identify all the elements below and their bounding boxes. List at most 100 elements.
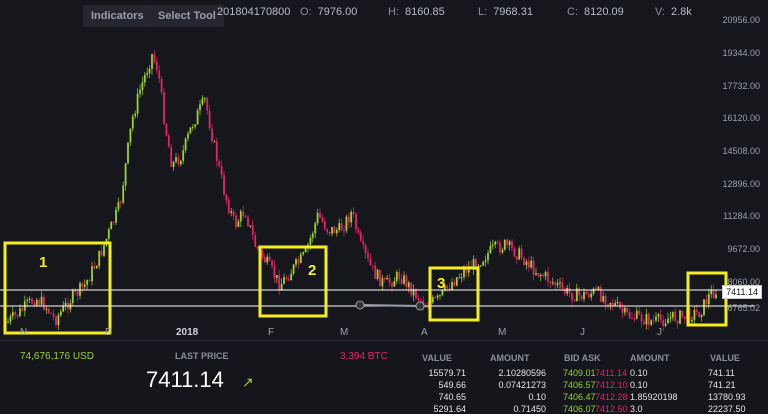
order-book-cell: 0.10 <box>528 392 546 402</box>
candle-body <box>290 273 293 281</box>
candle-body <box>518 248 521 260</box>
header-value: VALUE <box>710 353 740 363</box>
candle-body <box>640 314 643 322</box>
candle-body <box>165 124 168 136</box>
candle-body <box>431 297 434 303</box>
candle-body <box>513 247 516 257</box>
price-chart[interactable] <box>0 0 768 338</box>
candle-body <box>412 289 415 296</box>
candle-body <box>559 282 561 284</box>
candle-body <box>278 275 281 291</box>
candle-body <box>352 211 355 214</box>
indicators-button[interactable]: Indicators <box>83 5 152 27</box>
candle-body <box>683 316 686 319</box>
order-book-cell: 22237.50 <box>708 404 746 414</box>
y-axis-label: 8060.00 <box>727 277 760 287</box>
candle-body <box>115 209 117 223</box>
candle-body <box>633 318 636 320</box>
candle-body <box>347 216 350 223</box>
candle-body <box>45 308 48 310</box>
current-price-tag: 7411.14 <box>722 285 762 299</box>
candle-body <box>326 229 329 232</box>
candle-body <box>28 298 31 300</box>
candle-body <box>31 298 33 304</box>
candle-body <box>208 110 211 129</box>
candle-body <box>350 211 353 223</box>
candle-body <box>95 266 98 269</box>
highlight-boxes <box>3 241 728 335</box>
candle-body <box>395 271 398 282</box>
trendline <box>359 304 421 307</box>
candle-body <box>602 296 605 302</box>
candle-body <box>249 225 252 227</box>
candle-body <box>607 304 609 306</box>
candle-body <box>91 266 93 282</box>
candle-body <box>561 282 564 289</box>
order-book-cell: 7406.47 <box>563 392 596 402</box>
candle-body <box>487 253 489 261</box>
candle-body <box>33 303 36 306</box>
candle-body <box>571 292 573 300</box>
candle-body <box>532 260 535 275</box>
candle-body <box>201 98 204 105</box>
order-book-cell: 0.71450 <box>513 404 546 414</box>
candle-body <box>220 165 223 175</box>
candle-body <box>119 202 122 204</box>
candle-body <box>79 283 81 296</box>
x-axis-label: 2018 <box>176 327 199 338</box>
candle-body <box>136 93 139 114</box>
candle-body <box>338 223 341 230</box>
candle-body <box>71 290 74 304</box>
candle-body <box>458 277 461 279</box>
candle-body <box>285 277 288 279</box>
candle-body <box>271 260 273 266</box>
candle-body <box>14 312 17 315</box>
x-axis-label: J <box>657 327 662 338</box>
candle-body <box>496 241 499 243</box>
candle-body <box>434 297 437 299</box>
ohlc-high: H: 8160.85 <box>388 6 445 18</box>
candle-body <box>187 133 189 139</box>
candle-body <box>124 163 127 186</box>
candle-body <box>211 128 213 142</box>
header-amount: AMOUNT <box>630 353 670 363</box>
candle-body <box>386 277 389 280</box>
trendline-handle <box>415 301 425 311</box>
candle-body <box>715 294 717 299</box>
candle-body <box>355 213 357 230</box>
candle-body <box>580 295 583 300</box>
candle-body <box>705 299 708 305</box>
candle-body <box>59 311 62 316</box>
candle-body <box>551 282 554 284</box>
candle-body <box>499 242 501 253</box>
candle-body <box>131 116 134 129</box>
candle-body <box>122 185 125 203</box>
chart-area[interactable]: Indicators Select Tool 201804170800 O: 79… <box>0 0 768 338</box>
candle-body <box>280 283 283 291</box>
order-book-cell: 7412.50 <box>595 404 628 414</box>
candle-body <box>155 61 158 71</box>
candle-body <box>170 147 173 167</box>
candle-body <box>299 254 302 264</box>
candle-body <box>227 200 230 213</box>
candle-body <box>223 174 225 195</box>
candle-body <box>475 259 477 271</box>
candle-body <box>494 241 497 245</box>
candle-body <box>578 288 581 296</box>
order-book-cell: 2.10280596 <box>498 368 546 378</box>
candle-body <box>148 68 151 74</box>
select-tool-button[interactable]: Select Tool <box>150 5 224 27</box>
candle-body <box>619 302 621 308</box>
candle-body <box>407 282 410 288</box>
candle-body <box>287 278 290 281</box>
candle-body <box>417 298 420 301</box>
candle-body <box>698 311 701 318</box>
candle-body <box>242 211 245 217</box>
candle-body <box>547 272 549 282</box>
candle-body <box>213 141 216 143</box>
candle-body <box>662 320 665 326</box>
market-panel: 74,676,176 USD LAST PRICE 3,394 BTC 7411… <box>0 340 768 414</box>
candle-body <box>153 54 156 62</box>
x-axis-label: F <box>268 327 275 338</box>
candle-body <box>525 261 528 265</box>
